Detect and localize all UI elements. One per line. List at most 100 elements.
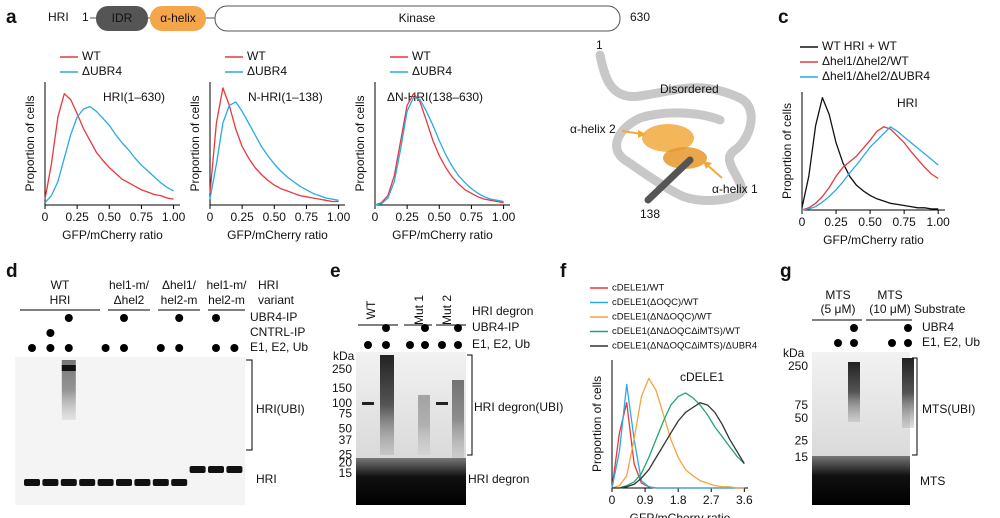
legend-label: WT xyxy=(82,49,101,63)
y-axis-label: Proportion of cells xyxy=(23,95,37,191)
band-label: HRI(UBI) xyxy=(256,402,305,416)
condition-label: UBR4 xyxy=(922,320,954,334)
legend-label: WT HRI + WT xyxy=(822,39,897,53)
smear xyxy=(848,362,860,422)
condition-label: CNTRL-IP xyxy=(250,325,305,339)
lane-label: Mut 1 xyxy=(412,295,426,325)
condition-dot xyxy=(834,339,842,347)
row-header: HRI xyxy=(258,278,279,292)
x-tick-label: 0 xyxy=(799,215,806,229)
condition-dot xyxy=(421,341,429,349)
condition-dot xyxy=(454,324,462,332)
bracket xyxy=(246,359,253,451)
x-tick-label: 1.00 xyxy=(327,210,351,224)
chart-title: cDELE1 xyxy=(680,370,724,384)
x-tick-label: 1.00 xyxy=(492,210,516,224)
chart-title: HRI xyxy=(897,96,918,110)
series-line xyxy=(612,392,745,489)
panel-label: d xyxy=(6,261,18,282)
x-tick-label: 0.25 xyxy=(395,210,419,224)
helix-domain xyxy=(150,6,206,31)
condition-dot xyxy=(46,329,55,337)
structure-label: α-helix 2 xyxy=(570,122,616,136)
series-line xyxy=(801,126,939,211)
series-line xyxy=(801,96,939,210)
series-line xyxy=(611,383,745,489)
x-tick-label: 0.9 xyxy=(637,493,654,507)
legend-label: ΔUBR4 xyxy=(247,64,287,78)
structure-label: Disordered xyxy=(660,82,719,96)
legend-label: cDELE1(ΔNΔOQC)/WT xyxy=(612,312,712,323)
condition-dot xyxy=(156,344,165,352)
lane-label: MTS xyxy=(877,288,902,302)
condition-dot xyxy=(454,341,462,349)
band-label: HRI xyxy=(256,472,277,486)
legend-label: ΔUBR4 xyxy=(82,64,122,78)
x-tick-label: 0.25 xyxy=(65,210,89,224)
x-axis-label: GFP/mCherry ratio xyxy=(392,228,493,242)
x-tick-label: 0.50 xyxy=(263,210,287,224)
x-axis-label: GFP/mCherry ratio xyxy=(227,228,328,242)
condition-dot xyxy=(120,314,128,322)
x-tick-label: 0.75 xyxy=(892,215,916,229)
condition-dot xyxy=(212,344,220,352)
band xyxy=(436,402,448,405)
helix-1 xyxy=(663,147,707,169)
legend-label: cDELE1(ΔNΔOQCΔiMTS)/ΔUBR4 xyxy=(612,341,757,352)
x-axis-label: GFP/mCherry ratio xyxy=(823,233,924,247)
condition-label: UBR4-IP xyxy=(472,320,519,334)
arrow xyxy=(705,163,723,179)
legend-label: Δhel1/Δhel2/ΔUBR4 xyxy=(822,69,930,83)
x-tick-label: 0.75 xyxy=(130,210,154,224)
legend-label: ΔUBR4 xyxy=(412,64,452,78)
residue-end: 630 xyxy=(630,10,650,24)
condition-dot xyxy=(212,314,220,322)
helix-2 xyxy=(642,124,694,152)
band xyxy=(189,466,206,473)
band-label: HRI degron(UBI) xyxy=(474,400,563,414)
band xyxy=(208,466,224,473)
bracket xyxy=(467,354,473,456)
free-substrate xyxy=(356,458,466,505)
marker-label: 250 xyxy=(332,362,352,376)
variant-label: Δhel2 xyxy=(114,293,145,307)
marker-label: 25 xyxy=(339,447,353,461)
condition-dot xyxy=(101,344,110,352)
variant-label: hel1-m/ xyxy=(109,278,150,292)
legend-label: Δhel1/Δhel2/WT xyxy=(822,54,909,68)
variant-label: WT xyxy=(51,278,70,292)
lane-label: (10 μM) xyxy=(869,302,911,316)
condition-label: E1, E2, Ub xyxy=(922,335,980,349)
condition-dot xyxy=(438,341,446,349)
band-label: HRI degron xyxy=(468,472,529,486)
marker-label: 15 xyxy=(339,466,353,480)
legend-label: WT xyxy=(247,49,266,63)
series-line xyxy=(374,96,504,206)
x-tick-label: 0.50 xyxy=(428,210,452,224)
condition-label: UBR4-IP xyxy=(250,310,297,324)
chart-title: N-HRI(1–138) xyxy=(248,90,323,104)
x-tick-label: 0 xyxy=(207,210,214,224)
marker-label: 15 xyxy=(795,450,809,464)
domain-label: Kinase xyxy=(399,11,436,25)
band xyxy=(42,479,59,486)
structure-label: α-helix 1 xyxy=(712,182,758,196)
lane-label: WT xyxy=(364,300,378,319)
arrow-head xyxy=(703,161,712,169)
legend-label: cDELE1(ΔNΔOQCΔiMTS)/WT xyxy=(612,326,740,337)
smear xyxy=(380,355,394,455)
domain-label: IDR xyxy=(112,11,133,25)
panel-label: g xyxy=(780,261,792,282)
condition-dot xyxy=(364,341,372,349)
panel-label: f xyxy=(560,261,567,282)
condition-label: HRI degron xyxy=(472,304,533,318)
panel-label: c xyxy=(778,7,789,28)
y-axis-label: Proportion of cells xyxy=(780,103,794,199)
condition-label: E1, E2, Ub xyxy=(250,340,308,354)
condition-dot xyxy=(904,324,912,332)
condition-dot xyxy=(382,324,390,332)
row-header: variant xyxy=(258,293,295,307)
y-axis-label: Proportion of cells xyxy=(590,376,604,472)
variant-label: Δhel1/ xyxy=(162,278,197,292)
